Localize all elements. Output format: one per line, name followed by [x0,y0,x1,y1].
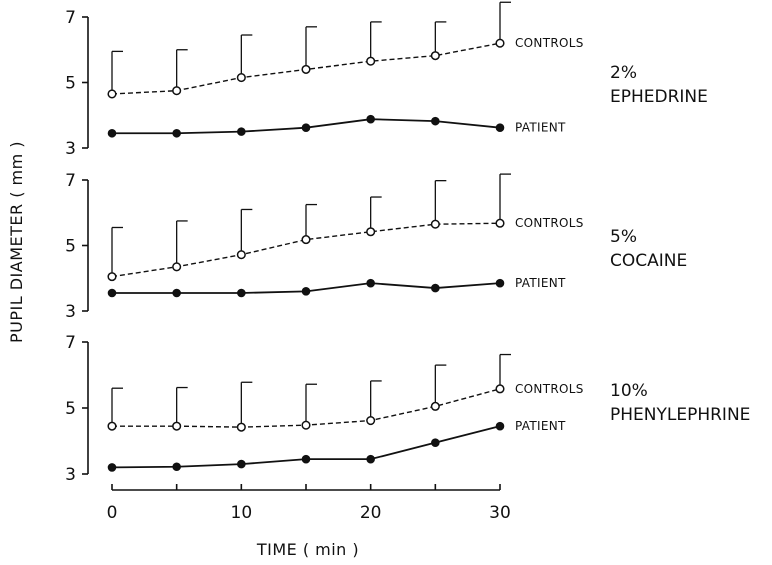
controls-point [430,219,440,229]
controls-point [236,422,246,432]
patient-point [366,114,375,124]
patient-point [495,123,505,132]
controls-point [172,421,182,431]
patient-series-label: PATIENT [515,419,566,433]
patient-point [301,287,311,296]
x-axis-title: TIME ( min ) [256,540,359,559]
controls-point [301,64,311,74]
y-tick-label: 3 [65,465,76,485]
patient-point [172,462,181,472]
drug-concentration-label: 10% [610,381,648,401]
patient-point [107,463,117,472]
patient-point [495,421,505,431]
patient-point [366,454,375,464]
drug-concentration-label: 5% [610,227,637,247]
controls-point [366,56,376,66]
patient-point [172,288,181,298]
y-tick-label: 5 [65,237,76,257]
patient-point [431,438,440,447]
controls-point [172,262,182,272]
patient-point [107,288,117,298]
patient-point [237,127,246,136]
drug-name-label: EPHEDRINE [610,87,708,107]
controls-series-label: CONTROLS [515,216,584,230]
controls-point [301,420,311,430]
patient-point [495,278,505,288]
controls-point [366,227,376,237]
y-tick-label: 5 [65,399,76,419]
x-tick-label: 20 [360,503,382,523]
controls-series-label: CONTROLS [515,36,584,50]
patient-point [237,459,246,469]
controls-point [172,86,182,96]
controls-point [430,51,440,61]
patient-point [301,454,311,464]
controls-series-label: CONTROLS [515,382,584,396]
patient-point [431,283,440,293]
controls-point [236,73,246,83]
patient-point [237,288,246,298]
y-tick-label: 3 [65,302,76,322]
patient-point [366,278,375,288]
controls-point [107,272,117,282]
controls-point [236,250,246,260]
drug-concentration-label: 2% [610,63,637,83]
y-axis-title: PUPIL DIAMETER ( mm ) [7,141,26,343]
patient-point [431,116,440,126]
controls-point [495,38,505,48]
patient-point [172,128,181,138]
y-tick-label: 5 [65,74,76,94]
y-tick-label: 7 [65,333,76,353]
y-tick-label: 7 [65,171,76,191]
x-tick-label: 10 [231,503,253,523]
controls-point [495,384,505,394]
patient-point [107,128,117,138]
controls-point [430,401,440,411]
controls-point [107,89,117,99]
y-tick-label: 7 [65,8,76,28]
x-tick-label: 30 [489,503,511,523]
y-tick-label: 3 [65,139,76,159]
drug-name-label: PHENYLEPHRINE [610,405,750,425]
drug-name-label: COCAINE [610,251,687,271]
controls-point [495,218,505,228]
controls-point [301,235,311,245]
controls-point [107,421,117,431]
patient-series-label: PATIENT [515,276,566,290]
x-tick-label: 0 [107,503,118,523]
patient-series-label: PATIENT [515,121,566,135]
patient-point [301,123,311,132]
controls-point [366,415,376,426]
